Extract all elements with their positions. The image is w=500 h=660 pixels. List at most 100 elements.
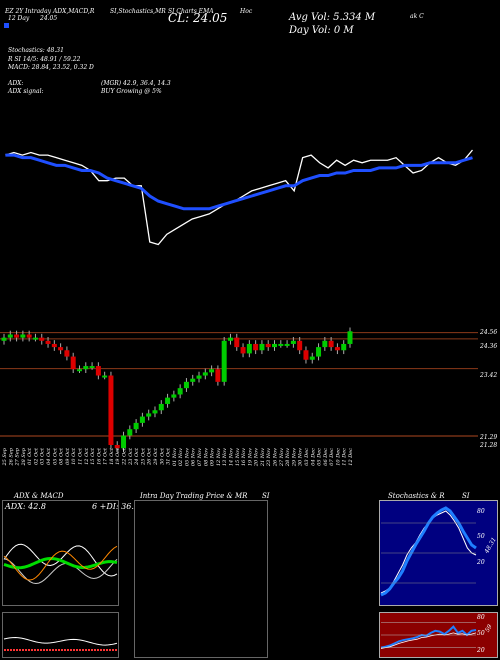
date-tick-label: 13 Nov xyxy=(222,448,228,466)
header-close: CL: 24.05 xyxy=(168,11,228,25)
date-tick-label: 19 Nov xyxy=(247,448,253,466)
candle-body xyxy=(259,343,265,351)
date-tick-label: 10 Oct xyxy=(71,447,77,465)
candle-body xyxy=(246,343,252,354)
date-tick-label: 30 Nov xyxy=(298,448,304,466)
candle-body xyxy=(114,445,120,449)
date-tick-label: 07 Dec xyxy=(329,448,335,466)
date-tick-label: 06 Nov xyxy=(191,448,197,466)
stoch-tick-50: 50 xyxy=(477,533,485,540)
candle-body xyxy=(51,343,57,348)
header-topline-5: ak C xyxy=(410,13,424,20)
date-tick-label: 28 Nov xyxy=(285,448,291,467)
rsi-tick-20: 20 xyxy=(477,647,485,654)
macd-readout: MACD: 28.84, 23.52, 0.32 D xyxy=(8,64,94,71)
date-tick-label: 22 Oct xyxy=(122,447,128,466)
stoch-tick-20: 20 xyxy=(477,559,485,566)
date-tick-label: 05 Nov xyxy=(184,448,190,466)
date-tick-label: 27 Nov xyxy=(279,448,285,467)
di-panel-label: 6 +DI: 36. xyxy=(92,502,134,511)
intraday-panel-title: Intra Day Trading Price & MR xyxy=(140,492,248,500)
candle-body xyxy=(221,340,227,382)
date-tick-label: 19 Oct xyxy=(115,447,121,465)
stoch-d-line xyxy=(380,506,477,597)
candle-body xyxy=(347,331,353,344)
price-level-5: 21.28 xyxy=(480,442,498,449)
candle-body xyxy=(152,410,158,414)
date-tick-label: 12 Dec xyxy=(348,448,354,466)
intraday-panel-title-2: SI xyxy=(262,492,270,500)
candle-body xyxy=(316,347,322,357)
date-tick-label: 02 Oct xyxy=(33,447,39,465)
candle-body xyxy=(303,350,309,360)
header-topline-2: SI,Stochastics,MR xyxy=(110,8,166,15)
candle-body xyxy=(272,343,278,348)
date-tick-label: 31 Oct xyxy=(166,447,172,465)
candle-body xyxy=(209,369,215,373)
header-avg-vol: Avg Vol: 5.334 M xyxy=(289,12,376,23)
candle-body xyxy=(121,435,127,449)
date-tick-label: 16 Nov xyxy=(241,448,247,466)
stoch-panel-title: Stochastics & R xyxy=(388,492,445,500)
candle-body xyxy=(278,343,284,346)
price-level-4: 21.29 xyxy=(480,434,498,441)
candle-body xyxy=(95,366,101,376)
candle-body xyxy=(139,416,145,423)
date-tick-label: 15 Nov xyxy=(235,448,241,466)
date-tick-label: 04 Oct xyxy=(46,447,52,465)
candle-body xyxy=(146,413,152,417)
adx-readout: ADX: xyxy=(8,80,24,87)
candle-body xyxy=(190,378,196,382)
date-tick-label: 26 Oct xyxy=(147,447,153,466)
date-tick-label: 28 Sep xyxy=(21,447,27,466)
adx-signal-line xyxy=(3,545,118,581)
header-topline-3: SI Charts EMA xyxy=(168,8,214,15)
candle-body xyxy=(290,340,296,344)
date-tick-label: 29 Oct xyxy=(153,447,159,466)
candle-body xyxy=(202,372,208,376)
candle-body xyxy=(165,397,171,404)
date-tick-label: 01 Nov xyxy=(172,448,178,466)
candle-body xyxy=(76,369,82,372)
date-tick-label: 06 Dec xyxy=(323,448,329,466)
candle-body xyxy=(26,334,32,338)
stoch-panel-title-2: SI xyxy=(462,492,470,500)
candle-body xyxy=(265,343,271,348)
date-tick-label: 05 Dec xyxy=(317,448,323,466)
candle-body xyxy=(133,422,139,430)
adx-line xyxy=(3,556,118,570)
date-tick-label: 03 Oct xyxy=(40,447,46,465)
rsi-tick-50: 50 xyxy=(477,630,485,637)
candle-body xyxy=(32,337,38,340)
date-tick-label: 11 Dec xyxy=(342,448,348,466)
date-tick-label: 09 Nov xyxy=(210,448,216,466)
macd-panel xyxy=(2,612,119,658)
candle-body xyxy=(334,347,340,351)
buy-signal-readout: BUY Growing @ 5% xyxy=(101,88,162,95)
candle-body xyxy=(39,337,45,341)
date-tick-label: 05 Oct xyxy=(52,447,58,465)
date-tick-label: 03 Dec xyxy=(304,448,310,466)
candle-body xyxy=(14,334,20,338)
candle-body xyxy=(284,343,290,346)
stochastics-readout: Stochastics: 48.31 xyxy=(8,47,64,54)
date-tick-label: 11 Oct xyxy=(77,447,83,465)
price-level-3: 23.42 xyxy=(480,372,498,379)
mgr-readout: (MGR) 42.9, 36.4, 14.3 xyxy=(101,80,171,87)
candle-body xyxy=(7,334,13,338)
date-tick-label: 20 Nov xyxy=(254,448,260,467)
date-tick-label: 25 Sep xyxy=(2,447,8,466)
date-tick-label: 17 Oct xyxy=(103,447,109,465)
date-tick-label: 16 Oct xyxy=(96,447,102,465)
date-tick-label: 30 Oct xyxy=(159,447,165,465)
date-tick-label: 04 Dec xyxy=(310,448,316,466)
date-tick-label: 08 Nov xyxy=(203,448,209,466)
candle-body xyxy=(309,356,315,360)
date-tick-label: 09 Oct xyxy=(65,447,71,465)
candle-body xyxy=(64,350,70,357)
adx-panel-title: ADX & MACD xyxy=(14,492,64,500)
price-level-1: 24.56 xyxy=(480,329,498,336)
header-topline-4: Hoc xyxy=(240,8,253,15)
candle-body xyxy=(89,366,95,369)
candle-body xyxy=(196,375,202,379)
